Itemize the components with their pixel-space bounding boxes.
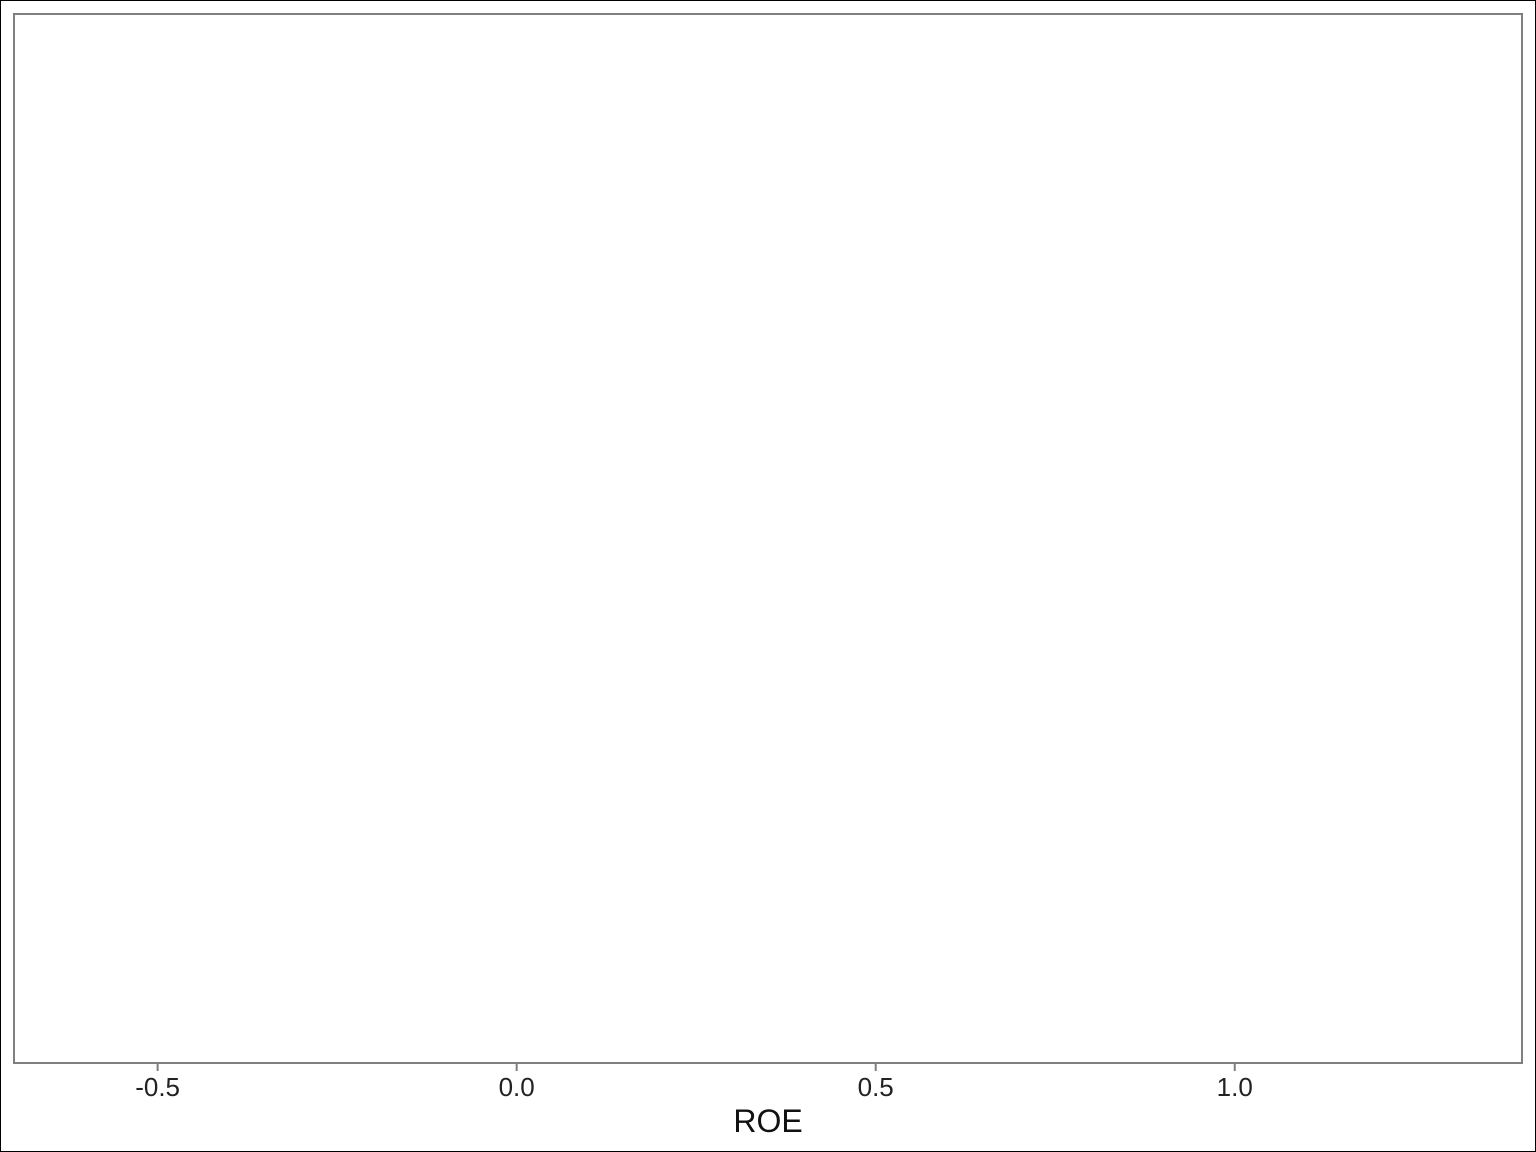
x-tick-label: 0.5: [858, 1072, 894, 1102]
plot-panel: [13, 13, 1523, 1064]
x-axis-title: ROE: [733, 1103, 802, 1139]
x-axis: -0.5 0.0 0.5 1.0: [135, 1063, 1253, 1102]
x-tick-label: -0.5: [135, 1072, 180, 1102]
x-tick-label: 1.0: [1217, 1072, 1253, 1102]
x-tick-label: 0.0: [499, 1072, 535, 1102]
